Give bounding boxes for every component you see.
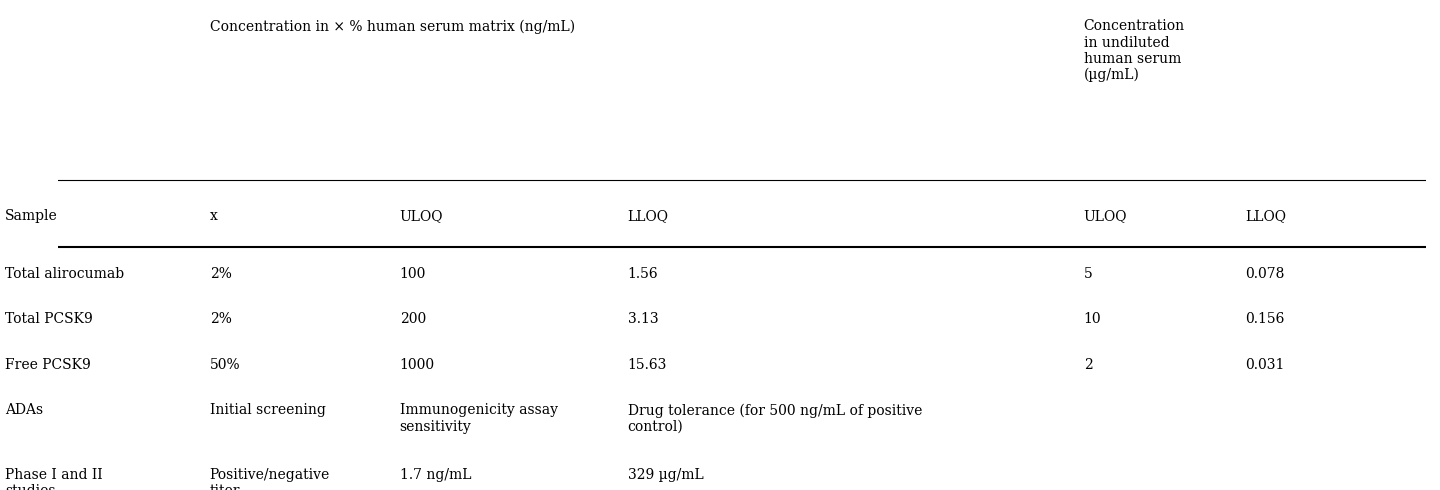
Text: 50%: 50% [210,358,240,372]
Text: ULOQ: ULOQ [400,209,444,223]
Text: 329 µg/mL: 329 µg/mL [628,468,703,482]
Text: 2%: 2% [210,312,232,326]
Text: 3.13: 3.13 [628,312,658,326]
Text: Free PCSK9: Free PCSK9 [6,358,91,372]
Text: LLOQ: LLOQ [628,209,668,223]
Text: Total alirocumab: Total alirocumab [6,267,124,281]
Text: 15.63: 15.63 [628,358,667,372]
Text: x: x [210,209,217,223]
Text: 1.7 ng/mL: 1.7 ng/mL [400,468,471,482]
Text: Sample: Sample [6,209,58,223]
Text: 0.078: 0.078 [1246,267,1284,281]
Text: Drug tolerance (for 500 ng/mL of positive
control): Drug tolerance (for 500 ng/mL of positiv… [628,403,922,434]
Text: Initial screening: Initial screening [210,403,325,417]
Text: Immunogenicity assay
sensitivity: Immunogenicity assay sensitivity [400,403,557,434]
Text: Positive/negative
titer: Positive/negative titer [210,468,330,490]
Text: Total PCSK9: Total PCSK9 [6,312,94,326]
Text: 2%: 2% [210,267,232,281]
Text: ADAs: ADAs [6,403,43,417]
Text: LLOQ: LLOQ [1246,209,1286,223]
Text: 10: 10 [1083,312,1102,326]
Text: Phase I and II
studies: Phase I and II studies [6,468,104,490]
Text: 1.56: 1.56 [628,267,658,281]
Text: 5: 5 [1083,267,1093,281]
Text: 1000: 1000 [400,358,435,372]
Text: ULOQ: ULOQ [1083,209,1128,223]
Text: 0.156: 0.156 [1246,312,1284,326]
Text: 0.031: 0.031 [1246,358,1284,372]
Text: Concentration
in undiluted
human serum
(µg/mL): Concentration in undiluted human serum (… [1083,19,1185,82]
Text: Concentration in × % human serum matrix (ng/mL): Concentration in × % human serum matrix … [210,19,575,34]
Text: 100: 100 [400,267,426,281]
Text: 200: 200 [400,312,426,326]
Text: 2: 2 [1083,358,1093,372]
